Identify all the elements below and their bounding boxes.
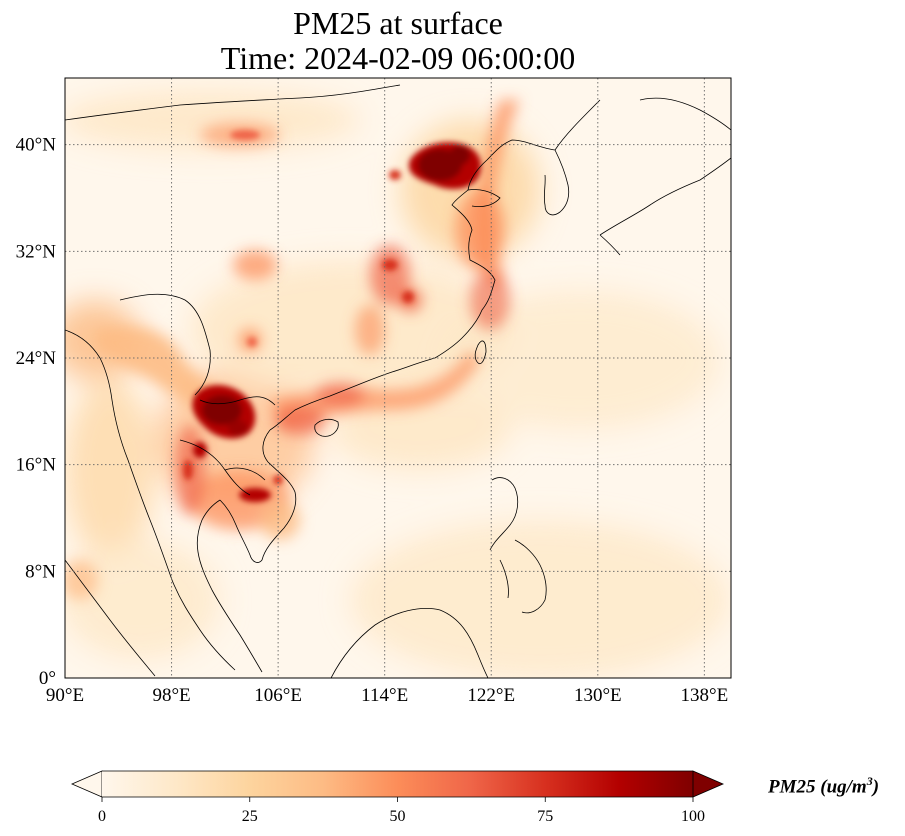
colorbar-tick-label: 0 (98, 808, 106, 825)
lat-tick-label: 0° (39, 668, 56, 689)
coastlines (65, 84, 731, 678)
lon-tick-label: 90°E (46, 685, 84, 706)
colorbar-tick-label: 25 (242, 808, 258, 825)
lon-tick-label: 122°E (467, 685, 515, 706)
colorbar-gradient (102, 771, 693, 797)
colorbar-tick-label: 50 (390, 808, 406, 825)
lat-tick-label: 24°N (16, 348, 57, 369)
lat-tick-label: 16°N (16, 455, 57, 476)
lat-tick-label: 40°N (16, 135, 57, 156)
colorbar-title: PM25 (ug/m3) (768, 774, 880, 798)
colorbar-tick-label: 75 (537, 808, 553, 825)
colorbar-extend-max (692, 770, 725, 798)
map-time-subtitle: Time: 2024-02-09 06:00:00 (220, 40, 576, 76)
colorbar: 0 25 50 75 100 (70, 770, 725, 825)
lon-tick-label: 138°E (681, 685, 729, 706)
colorbar-ticks: 0 25 50 75 100 (98, 797, 705, 825)
pm25-field (65, 78, 731, 678)
map-frame (64, 77, 732, 679)
lat-tick-label: 32°N (16, 241, 57, 262)
colorbar-extend-min (70, 770, 103, 798)
longitude-axis: 90°E 98°E 106°E 114°E 122°E 130°E 138°E (46, 685, 728, 706)
lon-tick-label: 114°E (361, 685, 408, 706)
lon-tick-label: 130°E (574, 685, 622, 706)
lon-tick-label: 98°E (152, 685, 190, 706)
gridlines (65, 78, 731, 678)
lon-tick-label: 106°E (254, 685, 302, 706)
colorbar-tick-label: 100 (681, 808, 705, 825)
latitude-axis: 0° 8°N 16°N 24°N 32°N 40°N (16, 135, 57, 689)
map-title: PM25 at surface (293, 5, 503, 41)
lat-tick-label: 8°N (25, 561, 56, 582)
